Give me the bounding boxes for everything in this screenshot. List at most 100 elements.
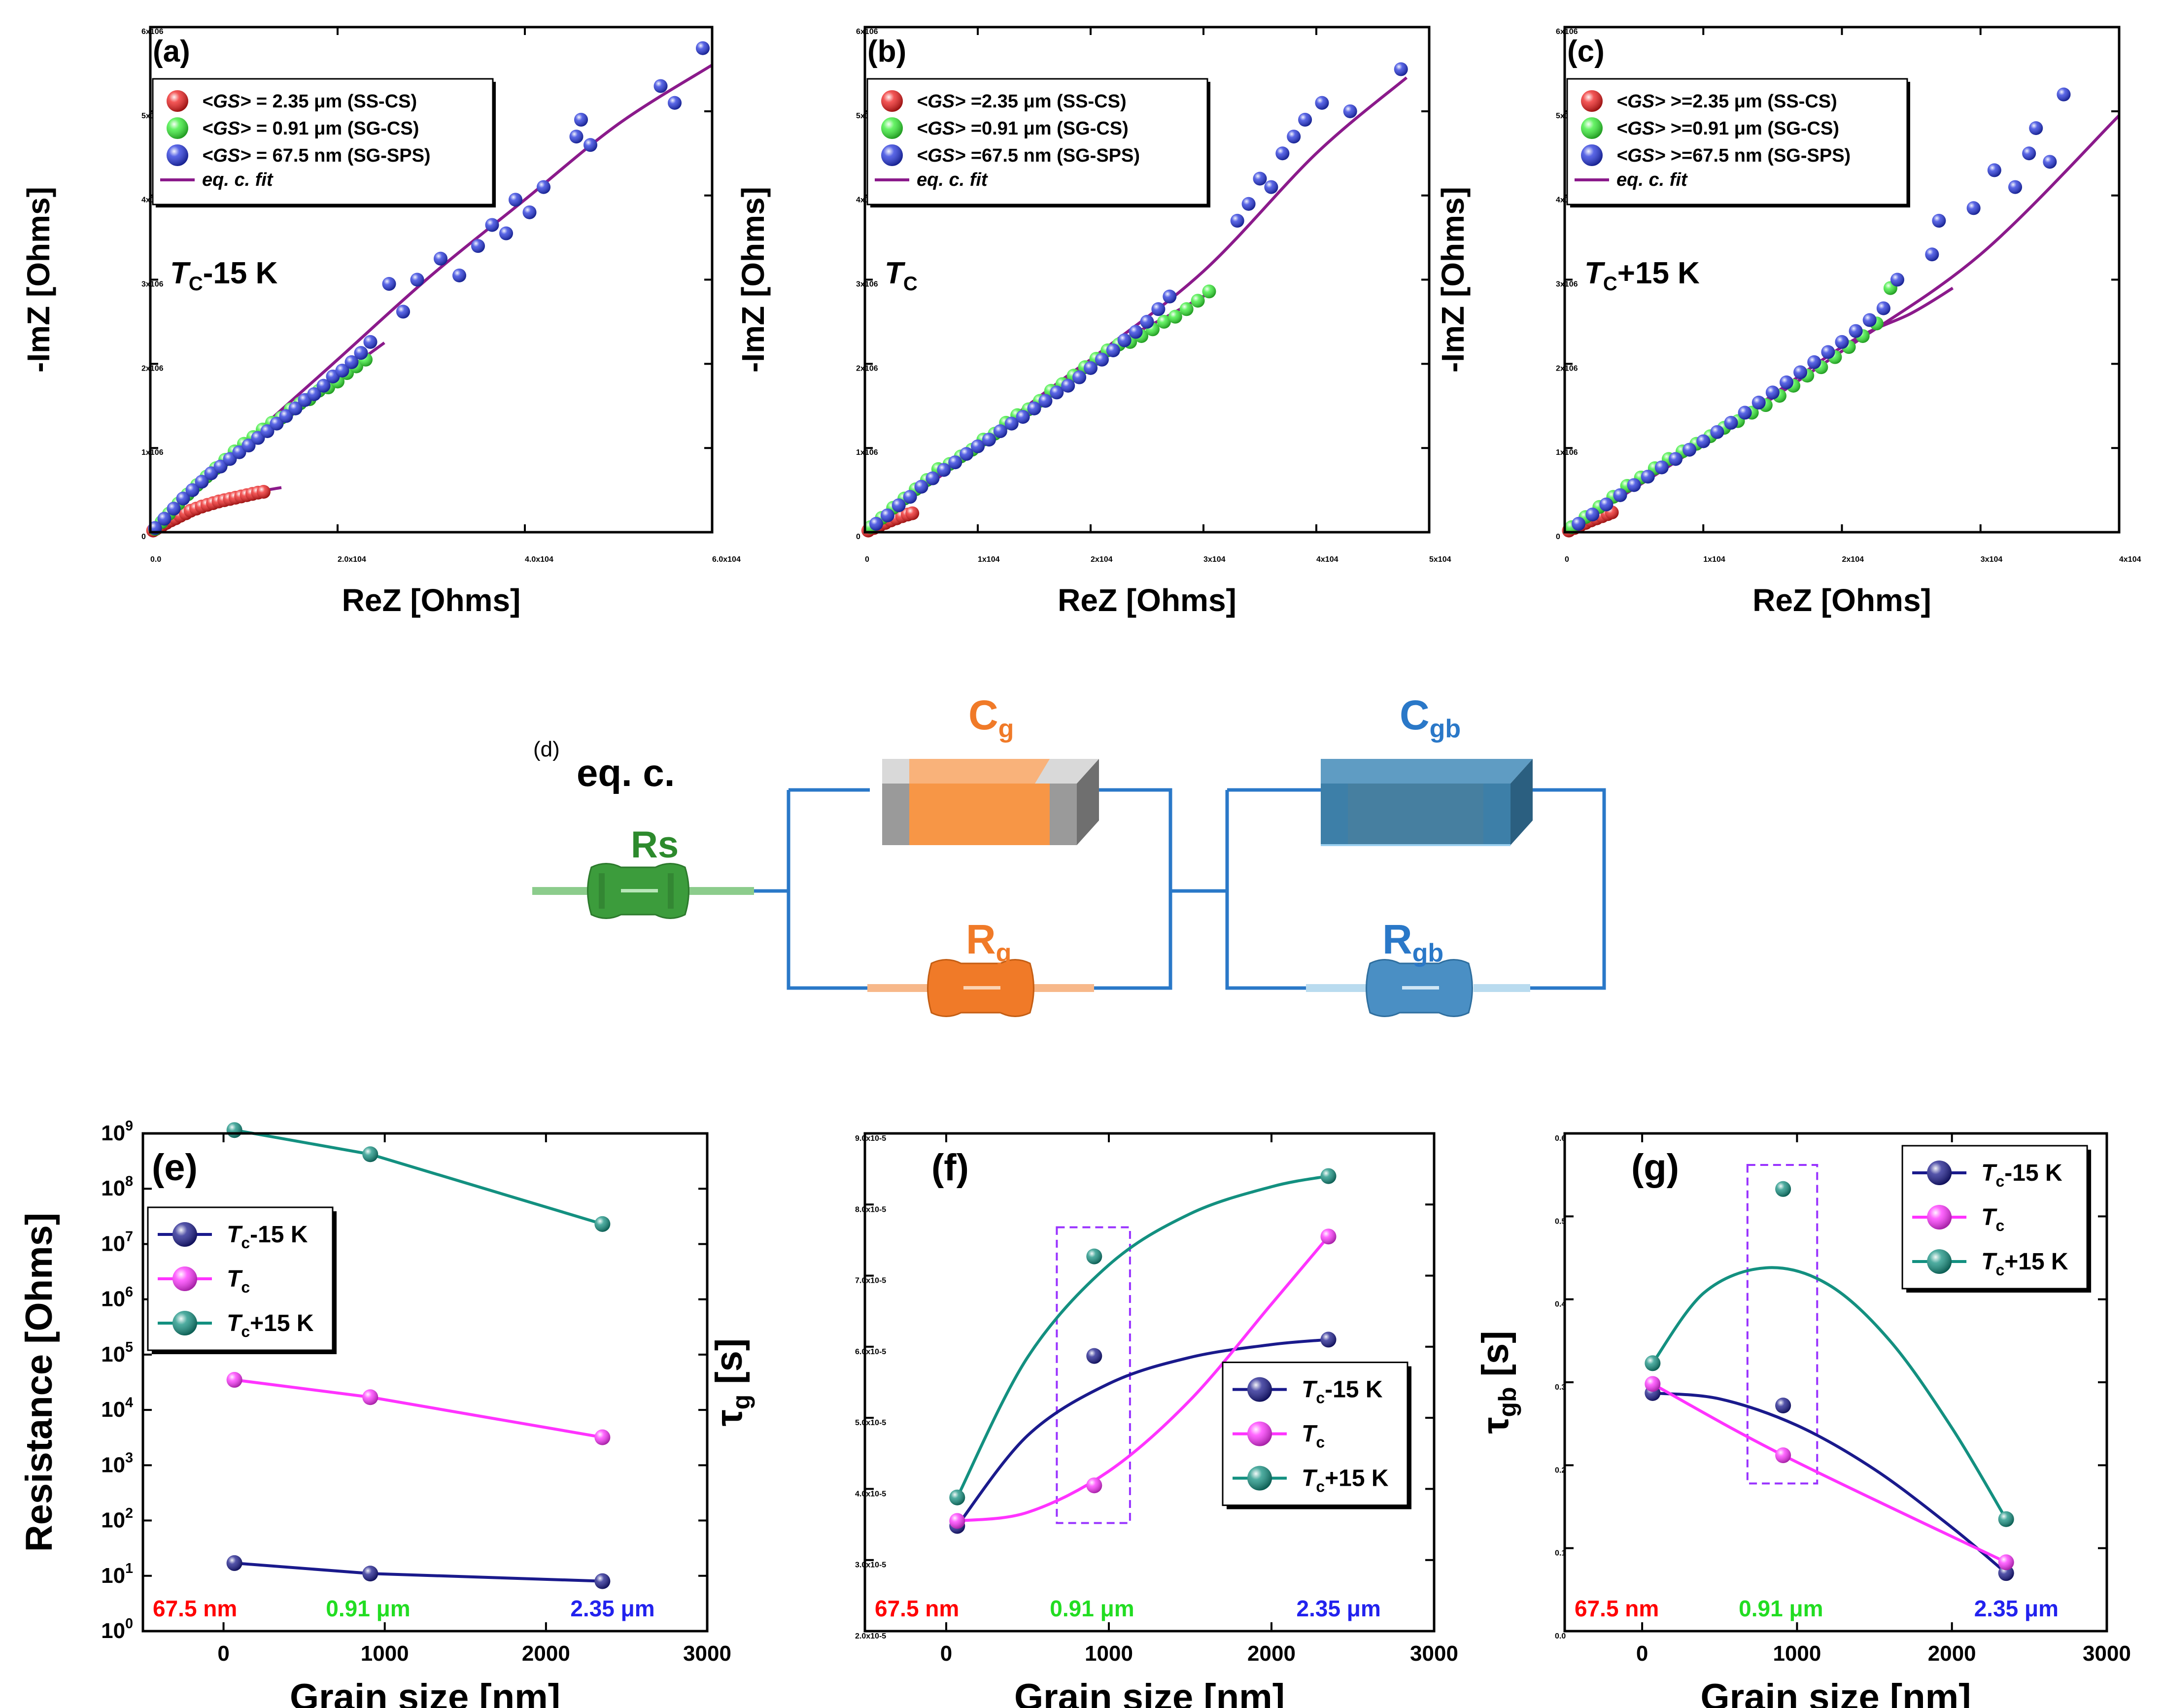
data-point-blue — [167, 502, 181, 516]
data-point-blue — [569, 130, 583, 144]
tick-base: 0 — [1556, 533, 1560, 541]
y-tick-label: 104 — [101, 1395, 133, 1422]
legend-text: >=2.35 μm (SS-CS) — [1665, 91, 1837, 112]
point-shine — [1876, 301, 1890, 315]
data-point-blue — [213, 459, 228, 474]
data-point-blue — [1140, 314, 1154, 329]
legend-sub: c — [241, 1323, 250, 1340]
data-point-blue — [960, 447, 974, 461]
x-tick-label: 0 — [940, 1641, 952, 1666]
point-shine — [583, 138, 597, 152]
capacitor-cg: Cg — [882, 692, 1099, 845]
data-point-blue — [948, 455, 962, 470]
x-tick-label: 3000 — [1410, 1641, 1458, 1666]
legend-box — [152, 78, 494, 205]
legend-box — [866, 78, 1208, 205]
data-point-blue — [982, 433, 996, 447]
series-line — [957, 1235, 1330, 1523]
tick-base: 2.0x10 — [855, 1632, 879, 1640]
y-tick-label: 107 — [101, 1229, 133, 1256]
legend-entry: <GS> >=67.5 nm (SG-SPS) — [1616, 145, 1851, 166]
tick-label: 3x104 — [1203, 555, 1226, 564]
tick-label: 2x106 — [856, 364, 878, 373]
legend-main: T — [227, 1266, 243, 1292]
point-shine — [1645, 1355, 1661, 1371]
data-point-green — [1157, 314, 1171, 329]
grain-size-label: 0.91 μm — [1050, 1596, 1134, 1621]
point-shine — [1821, 345, 1835, 359]
point-shine — [1572, 516, 1586, 531]
panel-c: 01x1062x1063x1064x1065x1066x10601x1042x1… — [1435, 26, 2141, 618]
point-shine — [1581, 144, 1603, 166]
legend-entry: <GS> >=2.35 μm (SS-CS) — [1616, 91, 1837, 112]
legend-fit-label: eq. c. fit — [1616, 170, 1688, 190]
point-shine — [1710, 425, 1724, 439]
data-point-blue — [1095, 352, 1109, 367]
tick-base: 2x10 — [1091, 555, 1108, 564]
data-point-blue — [1738, 406, 1752, 420]
data-point-blue — [1751, 395, 1766, 410]
point-shine — [172, 1222, 197, 1247]
tick-label: 5x104 — [1429, 555, 1451, 564]
point-shine — [1320, 1332, 1337, 1348]
point-shine — [434, 251, 447, 266]
point-shine — [1641, 470, 1655, 484]
legend-main: T — [1302, 1377, 1318, 1403]
y-title-unit: [s] — [708, 1338, 750, 1395]
legend-marker — [1247, 1421, 1272, 1446]
point-shine — [1998, 1554, 2014, 1571]
data-point — [1775, 1181, 1791, 1197]
tick-base: 0 — [141, 533, 146, 541]
point-shine — [1765, 385, 1780, 400]
tick-label: 0 — [856, 533, 860, 541]
tick-exponent: 4 — [995, 555, 1000, 564]
data-point-blue — [1572, 516, 1586, 531]
legend-suffix: +15 K — [2004, 1249, 2068, 1275]
data-point-blue — [1793, 365, 1808, 379]
point-shine — [881, 90, 903, 112]
legend-suffix: -15 K — [250, 1222, 308, 1248]
legend-fit-label: eq. c. fit — [202, 170, 274, 190]
data-point — [594, 1429, 611, 1445]
tick-label: 0.6 — [1555, 1134, 1566, 1143]
cg-label: Cg — [968, 692, 1014, 743]
tick-exponent: 6 — [159, 448, 164, 457]
data-point-blue — [363, 335, 377, 349]
tick-base: 10 — [101, 1342, 125, 1366]
tick-exponent: 4 — [1221, 555, 1226, 564]
legend-marker — [167, 117, 188, 139]
tick-base: 0.5 — [1555, 1217, 1566, 1226]
legend-suffix: +15 K — [250, 1310, 314, 1336]
resistor-rgb: Rgb — [1306, 916, 1530, 1017]
point-shine — [937, 463, 951, 477]
tick-base: 0.2 — [1555, 1466, 1566, 1474]
point-shine — [1151, 302, 1166, 316]
data-point-blue — [1298, 112, 1312, 127]
plot-frame — [149, 26, 714, 534]
tick-label: 2x106 — [1556, 364, 1578, 373]
legend-entry: Tc — [1302, 1421, 1325, 1451]
data-point — [594, 1216, 611, 1232]
data-point-blue — [1932, 213, 1946, 228]
data-point-blue — [1241, 197, 1256, 211]
point-shine — [509, 193, 522, 207]
point-shine — [485, 218, 499, 232]
point-shine — [1106, 343, 1120, 357]
tick-exponent: 6 — [1574, 448, 1578, 457]
tick-label: 1x104 — [978, 555, 1000, 564]
point-shine — [1117, 333, 1132, 347]
point-shine — [1050, 385, 1064, 400]
data-point-blue — [1151, 302, 1166, 316]
point-shine — [362, 1566, 378, 1582]
legend-marker — [881, 144, 903, 166]
point-shine — [653, 79, 668, 93]
point-shine — [362, 1146, 378, 1162]
data-point-blue — [1862, 313, 1877, 327]
point-shine — [905, 506, 920, 520]
point-shine — [256, 485, 271, 499]
tick-label: 6.0x10-5 — [855, 1348, 886, 1356]
legend-entry: <GS> = 67.5 nm (SG-SPS) — [202, 145, 431, 166]
legend-marker — [1247, 1466, 1272, 1491]
point-shine — [960, 447, 974, 461]
point-shine — [1343, 104, 1357, 118]
